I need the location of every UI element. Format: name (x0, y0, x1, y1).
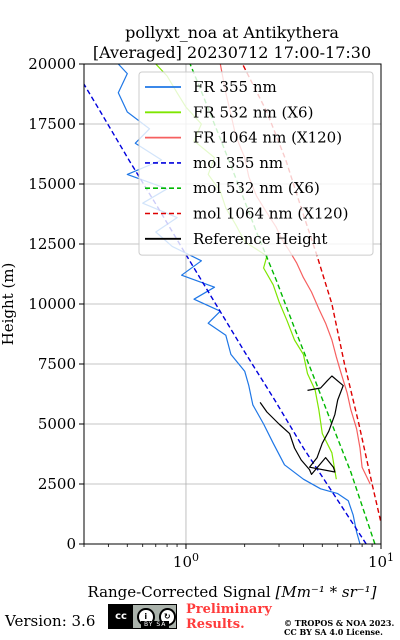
results-text: Results. (186, 617, 245, 632)
x-axis-label-units: [Mm⁻¹ * sr⁻¹] (275, 583, 376, 600)
chart-title-line1: pollyxt_noa at Antikythera (125, 23, 339, 42)
legend-label-3: mol 355 nm (193, 154, 283, 172)
y-axis-label: Height (m) (0, 263, 17, 346)
legend-label-1: FR 532 nm (X6) (193, 103, 313, 121)
preliminary-text: Preliminary (186, 602, 272, 617)
cc-by-sa-text: BY SA (141, 621, 170, 628)
copyright-line1: © TROPOS & NOA 2023. (284, 618, 395, 628)
x-axis-label-text: Range-Corrected Signal (87, 583, 275, 600)
preliminary-notice: Preliminary Results. (186, 602, 272, 632)
y-tick-label: 20000 (28, 55, 76, 73)
x-axis-label: Range-Corrected Signal [Mm⁻¹ * sr⁻¹] (87, 583, 376, 600)
series-line-5 (241, 64, 381, 526)
copyright-line2: CC BY SA 4.0 License. (284, 627, 383, 637)
series-line-4 (189, 64, 376, 544)
chart-title-line2: [Averaged] 20230712 17:00-17:30 (93, 43, 371, 62)
cc-license-badge: cc i ↻ BY SA (108, 604, 177, 629)
cc-logo-icon: cc (109, 605, 134, 628)
figure: pollyxt_noa at Antikythera [Averaged] 20… (0, 23, 394, 600)
y-tick-label: 0 (66, 535, 76, 553)
legend-label-6: Reference Height (193, 230, 327, 248)
tick-layer: 0 2500 5000 7500 10000 12500 15000 17500 20000 10… (28, 55, 394, 571)
legend-label-2: FR 1064 nm (X120) (193, 129, 342, 147)
y-tick-label: 17500 (28, 115, 76, 133)
series-line-6 (259, 375, 344, 475)
y-tick-label: 7500 (38, 355, 76, 373)
legend-label-4: mol 532 nm (X6) (193, 179, 320, 197)
legend: FR 355 nm FR 532 nm (X6) FR 1064 nm (X120)… (138, 71, 374, 256)
y-tick-label: 2500 (38, 475, 76, 493)
y-tick-label: 12500 (28, 235, 76, 253)
series-line-3 (84, 82, 367, 544)
y-tick-label: 5000 (38, 415, 76, 433)
legend-box (138, 71, 374, 256)
version-label: Version: 3.6 (5, 612, 96, 630)
x-tick-label: 100 (173, 551, 199, 571)
y-tick-label: 15000 (28, 175, 76, 193)
copyright-notice: © TROPOS & NOA 2023. CC BY SA 4.0 Licens… (284, 619, 394, 637)
legend-label-5: mol 1064 nm (X120) (193, 205, 348, 223)
legend-label-0: FR 355 nm (193, 78, 277, 96)
y-tick-label: 10000 (28, 295, 76, 313)
x-tick-label: 101 (368, 551, 394, 571)
